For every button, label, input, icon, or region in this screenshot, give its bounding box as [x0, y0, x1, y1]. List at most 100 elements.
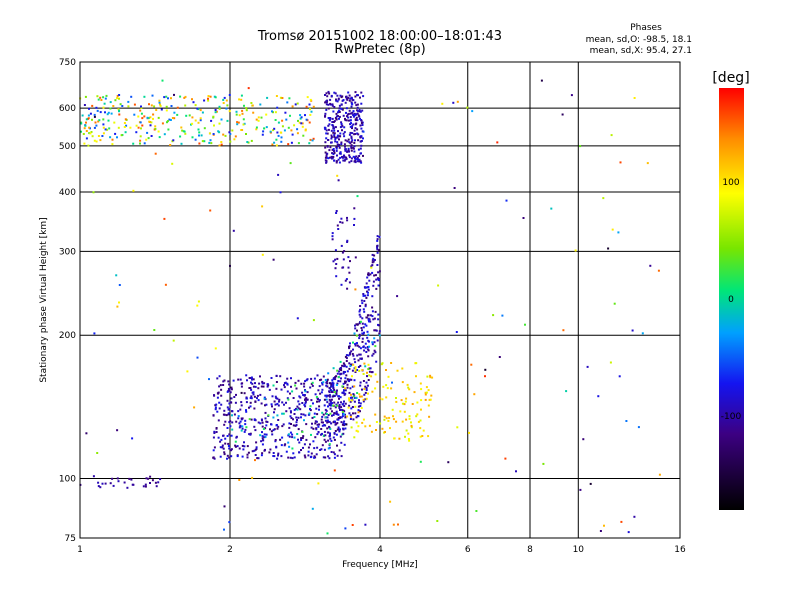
data-point	[131, 437, 134, 440]
data-point	[303, 454, 306, 457]
data-point	[335, 118, 338, 121]
data-point	[227, 413, 230, 416]
data-point	[373, 337, 376, 340]
data-point	[355, 323, 358, 326]
data-point	[227, 445, 230, 447]
data-point	[367, 291, 369, 294]
data-point	[501, 314, 504, 317]
data-point	[313, 412, 316, 415]
chart-subtitle: RwPretec (8p)	[334, 42, 425, 57]
data-point	[356, 392, 359, 394]
data-point	[306, 96, 309, 99]
data-point	[92, 475, 95, 478]
data-point	[540, 79, 543, 82]
data-point	[335, 384, 338, 386]
data-point	[371, 310, 374, 313]
data-point	[104, 97, 107, 100]
data-point	[116, 477, 119, 480]
data-point	[268, 451, 271, 454]
data-point	[356, 329, 358, 332]
data-point	[310, 452, 313, 455]
data-point	[228, 110, 231, 113]
data-point	[327, 139, 330, 141]
data-point	[362, 293, 365, 295]
data-point	[362, 346, 365, 349]
data-point	[212, 456, 215, 459]
data-point	[347, 96, 350, 99]
data-point	[307, 454, 310, 457]
data-point	[328, 92, 331, 95]
data-point	[96, 95, 99, 98]
data-point	[344, 119, 347, 122]
colorbar-label: [deg]	[712, 70, 749, 86]
data-point	[304, 456, 307, 459]
data-point	[285, 118, 288, 121]
data-point	[371, 354, 374, 357]
data-point	[321, 415, 324, 418]
data-point	[275, 445, 278, 448]
data-point	[360, 122, 363, 124]
data-point	[342, 362, 345, 365]
data-point	[419, 427, 422, 430]
data-point	[299, 396, 302, 399]
data-point	[522, 217, 525, 219]
data-point	[179, 95, 182, 98]
data-point	[349, 116, 352, 119]
data-point	[377, 279, 380, 282]
data-point	[333, 129, 336, 132]
data-point	[371, 306, 374, 309]
data-point	[351, 353, 354, 355]
data-point	[360, 127, 363, 130]
data-point	[368, 374, 371, 377]
data-point	[112, 105, 115, 107]
data-point	[297, 400, 300, 403]
data-point	[247, 451, 250, 454]
data-point	[213, 394, 215, 397]
data-point	[93, 113, 96, 116]
data-point	[277, 173, 280, 176]
data-point	[109, 101, 112, 104]
data-point	[296, 419, 298, 421]
data-point	[196, 107, 199, 110]
data-point	[83, 142, 86, 145]
data-point	[93, 115, 96, 118]
data-point	[366, 290, 368, 293]
data-point	[325, 398, 328, 401]
data-point	[334, 136, 337, 139]
data-point	[378, 270, 381, 273]
data-point	[348, 109, 351, 112]
data-point	[149, 475, 152, 478]
data-point	[324, 424, 327, 427]
data-point	[85, 432, 88, 435]
data-point	[310, 382, 313, 385]
data-point	[254, 400, 257, 403]
data-point	[223, 453, 226, 456]
data-point	[351, 103, 354, 106]
data-point	[345, 157, 348, 160]
data-point	[339, 428, 341, 431]
data-point	[367, 392, 369, 395]
data-point	[144, 485, 147, 488]
data-point	[290, 129, 293, 132]
data-point	[334, 126, 337, 129]
data-point	[338, 107, 341, 110]
data-point	[331, 238, 334, 241]
data-point	[356, 160, 359, 163]
data-point	[338, 397, 340, 400]
data-point	[344, 392, 347, 395]
data-point	[579, 488, 582, 491]
data-point	[266, 385, 269, 388]
data-point	[345, 278, 348, 281]
data-point	[351, 406, 354, 408]
data-point	[524, 323, 526, 326]
data-point	[256, 457, 259, 460]
data-point	[586, 365, 589, 368]
data-point	[273, 141, 276, 144]
data-point	[230, 386, 233, 389]
data-point	[147, 477, 150, 480]
data-point	[191, 98, 193, 101]
data-point	[358, 310, 361, 313]
data-point	[340, 96, 343, 99]
data-point	[377, 313, 380, 316]
data-point	[344, 380, 346, 383]
